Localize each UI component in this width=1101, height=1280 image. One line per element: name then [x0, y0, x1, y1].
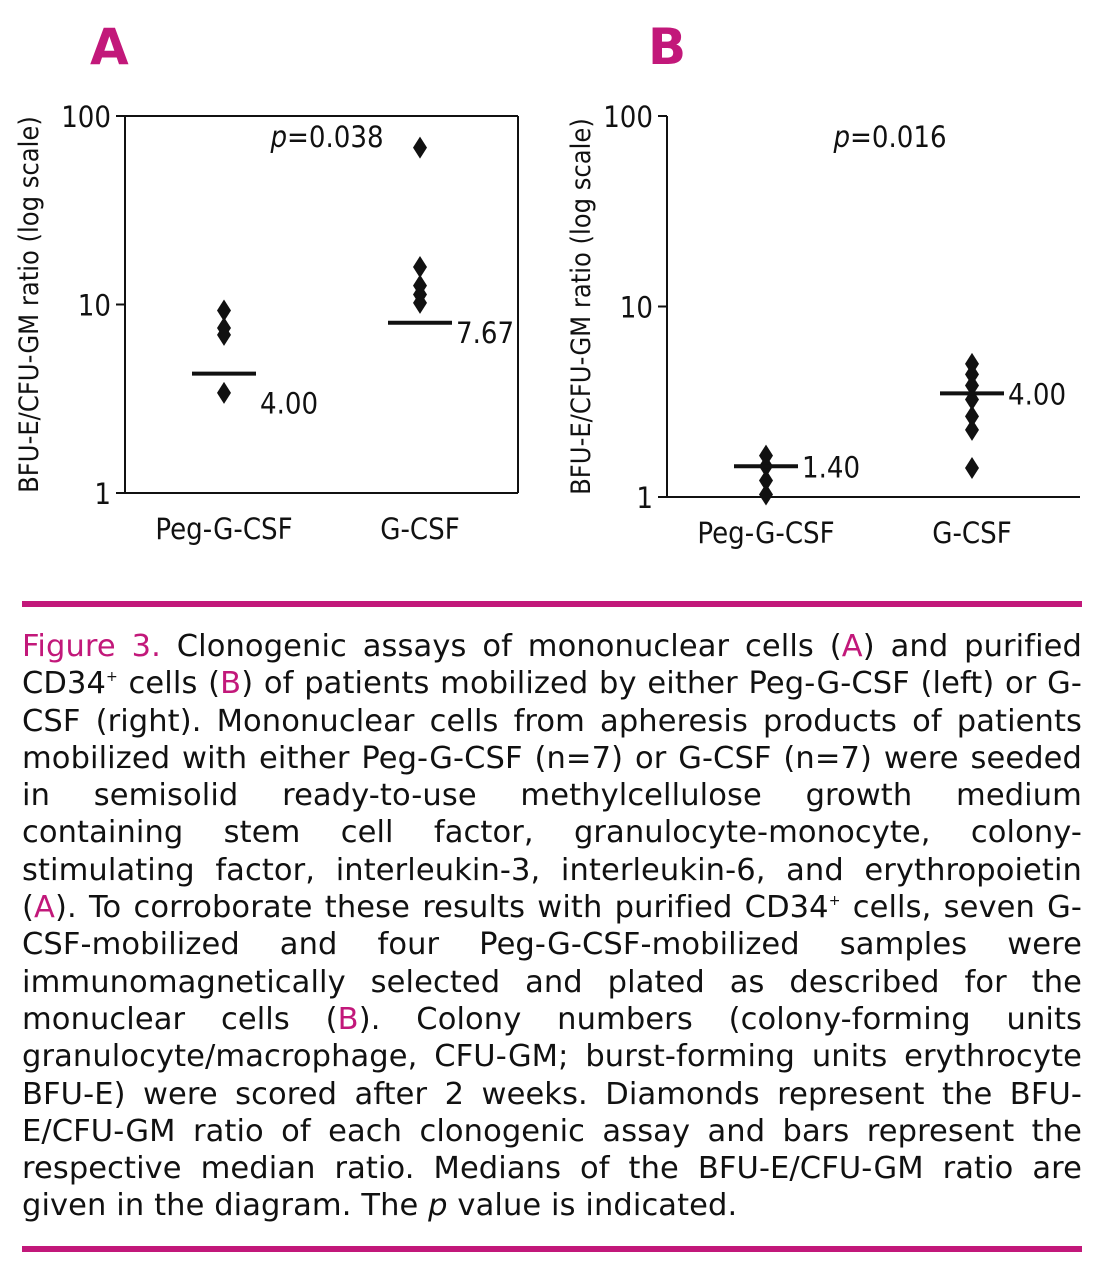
- panel-a-category-label: G-CSF: [380, 512, 459, 546]
- caption-ref-a: A: [841, 629, 863, 664]
- caption-ref-a: A: [34, 890, 55, 926]
- panel-a-letter: A: [90, 18, 129, 76]
- caption-text: ) and purified CD34: [22, 629, 1082, 702]
- panel-b-category-label: Peg-G-CSF: [697, 516, 834, 550]
- panel-b-y-tick-label: 100: [603, 100, 653, 134]
- panel-a-p-value: =0.038: [287, 120, 384, 154]
- panel-a-median-label: 7.67: [456, 316, 514, 350]
- panel-b-category-label: G-CSF: [932, 516, 1011, 550]
- panel-a-category-label: Peg-G-CSF: [155, 512, 292, 546]
- figure-label: Figure 3.: [22, 629, 161, 664]
- panel-b-data-point: [759, 469, 773, 492]
- panel-b-median-label: 1.40: [802, 450, 860, 484]
- caption-superscript: +: [106, 669, 118, 686]
- caption-text: ) of patients mobilized by either Peg-G-…: [22, 666, 1082, 926]
- panel-a-y-tick-label: 100: [61, 100, 111, 134]
- panel-a-data-point: [217, 317, 231, 340]
- panel-a-data-point: [217, 299, 231, 322]
- panel-b-data-point: [759, 444, 773, 467]
- panel-b-p-value-label: p=0.016: [832, 120, 946, 154]
- panel-b-y-tick-label: 1: [636, 481, 653, 515]
- caption-superscript: +: [828, 893, 841, 910]
- panel-a-median-label: 4.00: [260, 387, 318, 421]
- panel-b-data-point: [965, 418, 979, 441]
- panel-b-data-point: [965, 352, 979, 375]
- panel-a-y-tick-label: 1: [94, 477, 111, 511]
- panel-a-y-axis-label: BFU-E/CFU-GM ratio (log scale): [14, 116, 45, 493]
- panel-a-data-point: [413, 274, 427, 297]
- figure-caption: Figure 3. Clonogenic assays of mononucle…: [22, 628, 1082, 1225]
- caption-ref-b: B: [337, 1001, 359, 1037]
- panel-b-median-label: 4.00: [1008, 377, 1066, 411]
- panel-a-y-tick-label: 10: [78, 289, 111, 323]
- panel-a-data-point: [413, 136, 427, 159]
- caption-text: value is indicated.: [447, 1188, 738, 1224]
- panel-b-p-italic: p: [832, 120, 850, 154]
- panel-b-y-axis-label: BFU-E/CFU-GM ratio (log scale): [566, 118, 597, 495]
- panel-a-data-point: [217, 381, 231, 404]
- panel-a-p-value-label: p=0.038: [269, 120, 383, 154]
- panel-b-data-point: [965, 456, 979, 479]
- panel-b-y-tick-label: 10: [620, 291, 653, 325]
- caption-italic-p: p: [428, 1188, 448, 1224]
- caption-text: ). Colony numbers (colony-forming units …: [22, 1001, 1083, 1224]
- caption-text: cells, seven G-CSF-mobilized and four Pe…: [22, 890, 1082, 1037]
- bottom-rule: [22, 1246, 1082, 1252]
- caption-text: Clonogenic assays of mononuclear cells (: [160, 629, 842, 664]
- panel-b-data-point: [759, 483, 773, 506]
- caption-text: cells (: [117, 666, 221, 702]
- caption-text: ). To corroborate these results with pur…: [54, 890, 829, 926]
- panel-b-data-point: [965, 405, 979, 428]
- caption-ref-b: B: [220, 666, 242, 702]
- top-rule: [22, 601, 1082, 607]
- panel-b-data-point: [965, 374, 979, 397]
- panel-b-p-value: =0.016: [850, 120, 947, 154]
- panel-a-p-italic: p: [269, 120, 287, 154]
- panel-a-data-point: [413, 256, 427, 279]
- panel-b-letter: B: [648, 18, 687, 76]
